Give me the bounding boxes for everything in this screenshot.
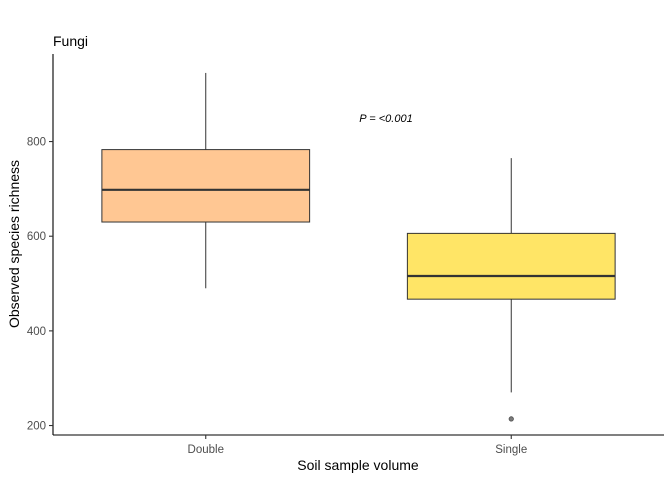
y-axis-title: Observed species richness <box>6 160 22 328</box>
y-tick-label: 800 <box>27 137 46 149</box>
y-tick-label: 200 <box>27 421 46 433</box>
box-double <box>101 149 311 223</box>
x-tick-label: Single <box>495 444 527 456</box>
chart-title: Fungi <box>53 33 88 49</box>
plot-area <box>101 72 616 422</box>
x-axis-ticks: Double Single <box>188 435 527 456</box>
outlier-point-single <box>508 416 514 422</box>
x-tick-label: Double <box>188 444 224 456</box>
y-tick-label: 600 <box>27 231 46 243</box>
box-single <box>406 232 616 300</box>
x-axis-title: Soil sample volume <box>297 457 419 473</box>
y-tick-label: 400 <box>27 326 46 338</box>
y-axis-ticks: 200 400 600 800 <box>27 137 53 433</box>
p-value-annotation: P = <0.001 <box>359 113 412 125</box>
